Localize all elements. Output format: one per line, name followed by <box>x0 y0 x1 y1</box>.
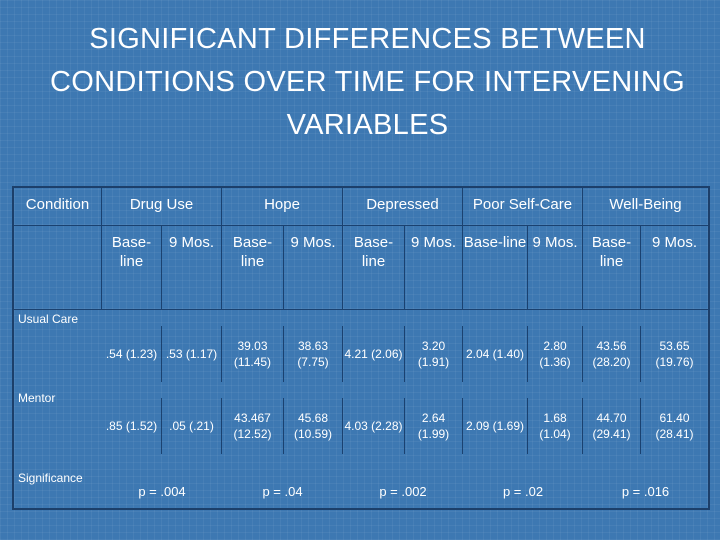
mentor-selfcare-9mos: 1.68 (1.04) <box>528 398 583 454</box>
usual-care-selfcare-baseline: 2.04 (1.40) <box>463 326 528 382</box>
subheader-baseline: Base-line <box>583 226 641 310</box>
mentor-depressed-9mos: 2.64 (1.99) <box>405 398 463 454</box>
usual-care-wellbeing-baseline: 43.56 (28.20) <box>583 326 641 382</box>
subheader-9mos: 9 Mos. <box>528 226 583 310</box>
significance-hope: p = .04 <box>262 483 303 499</box>
slide-title: SIGNIFICANT DIFFERENCES BETWEEN CONDITIO… <box>50 23 685 141</box>
mentor-wellbeing-9mos: 61.40 (28.41) <box>655 411 694 441</box>
mentor-selfcare-baseline: 2.09 (1.69) <box>463 398 528 454</box>
usual-care-hope-baseline: 39.03 (11.45) <box>222 326 284 382</box>
mentor-drug-baseline: .85 (1.52) <box>102 398 162 454</box>
subheader-baseline: Base-line <box>463 226 528 310</box>
usual-care-hope-9mos: 38.63 (7.75) <box>284 326 343 382</box>
mentor-wellbeing-baseline: 44.70 (29.41) <box>583 398 641 454</box>
subheader-9mos: 9 Mos. <box>405 226 463 310</box>
group-header-drug-use: Drug Use <box>102 188 222 226</box>
group-header-poor-self-care: Poor Self-Care <box>463 188 583 226</box>
subheader-baseline: Base-line <box>222 226 284 310</box>
subheader-9mos: 9 Mos. <box>641 226 708 310</box>
mentor-depressed-baseline: 4.03 (2.28) <box>343 398 405 454</box>
usual-care-depressed-9mos: 3.20 (1.91) <box>405 326 463 382</box>
group-header-hope: Hope <box>222 188 343 226</box>
mentor-hope-9mos: 45.68 (10.59) <box>284 398 343 454</box>
mentor-drug-9mos: .05 (.21) <box>162 398 222 454</box>
usual-care-selfcare-9mos: 2.80 (1.36) <box>528 326 583 382</box>
usual-care-wellbeing-9mos: 53.65 (19.76) <box>655 339 694 369</box>
significance-poor-self-care: p = .02 <box>502 483 544 499</box>
usual-care-depressed-baseline: 4.21 (2.06) <box>343 326 405 382</box>
usual-care-drug-9mos: .53 (1.17) <box>162 326 222 382</box>
mentor-hope-baseline: 43.467 (12.52) <box>222 398 284 454</box>
row-label-mentor: Mentor <box>18 391 56 405</box>
group-header-depressed: Depressed <box>343 188 463 226</box>
subheader-9mos: 9 Mos. <box>162 226 222 310</box>
usual-care-drug-baseline: .54 (1.23) <box>102 326 162 382</box>
group-header-well-being: Well-Being <box>583 188 708 226</box>
significance-drug-use: p = .004 <box>138 483 186 499</box>
condition-header: Condition <box>14 188 102 226</box>
condition-subheader <box>14 226 102 310</box>
subheader-baseline: Base-line <box>343 226 405 310</box>
row-label-significance: Significance <box>18 471 83 485</box>
results-table <box>12 186 710 510</box>
subheader-9mos: 9 Mos. <box>284 226 343 310</box>
subheader-baseline: Base-line <box>102 226 162 310</box>
significance-depressed: p = .002 <box>379 483 427 499</box>
row-label-usual-care: Usual Care <box>18 312 79 326</box>
significance-well-being: p = .016 <box>621 483 670 499</box>
